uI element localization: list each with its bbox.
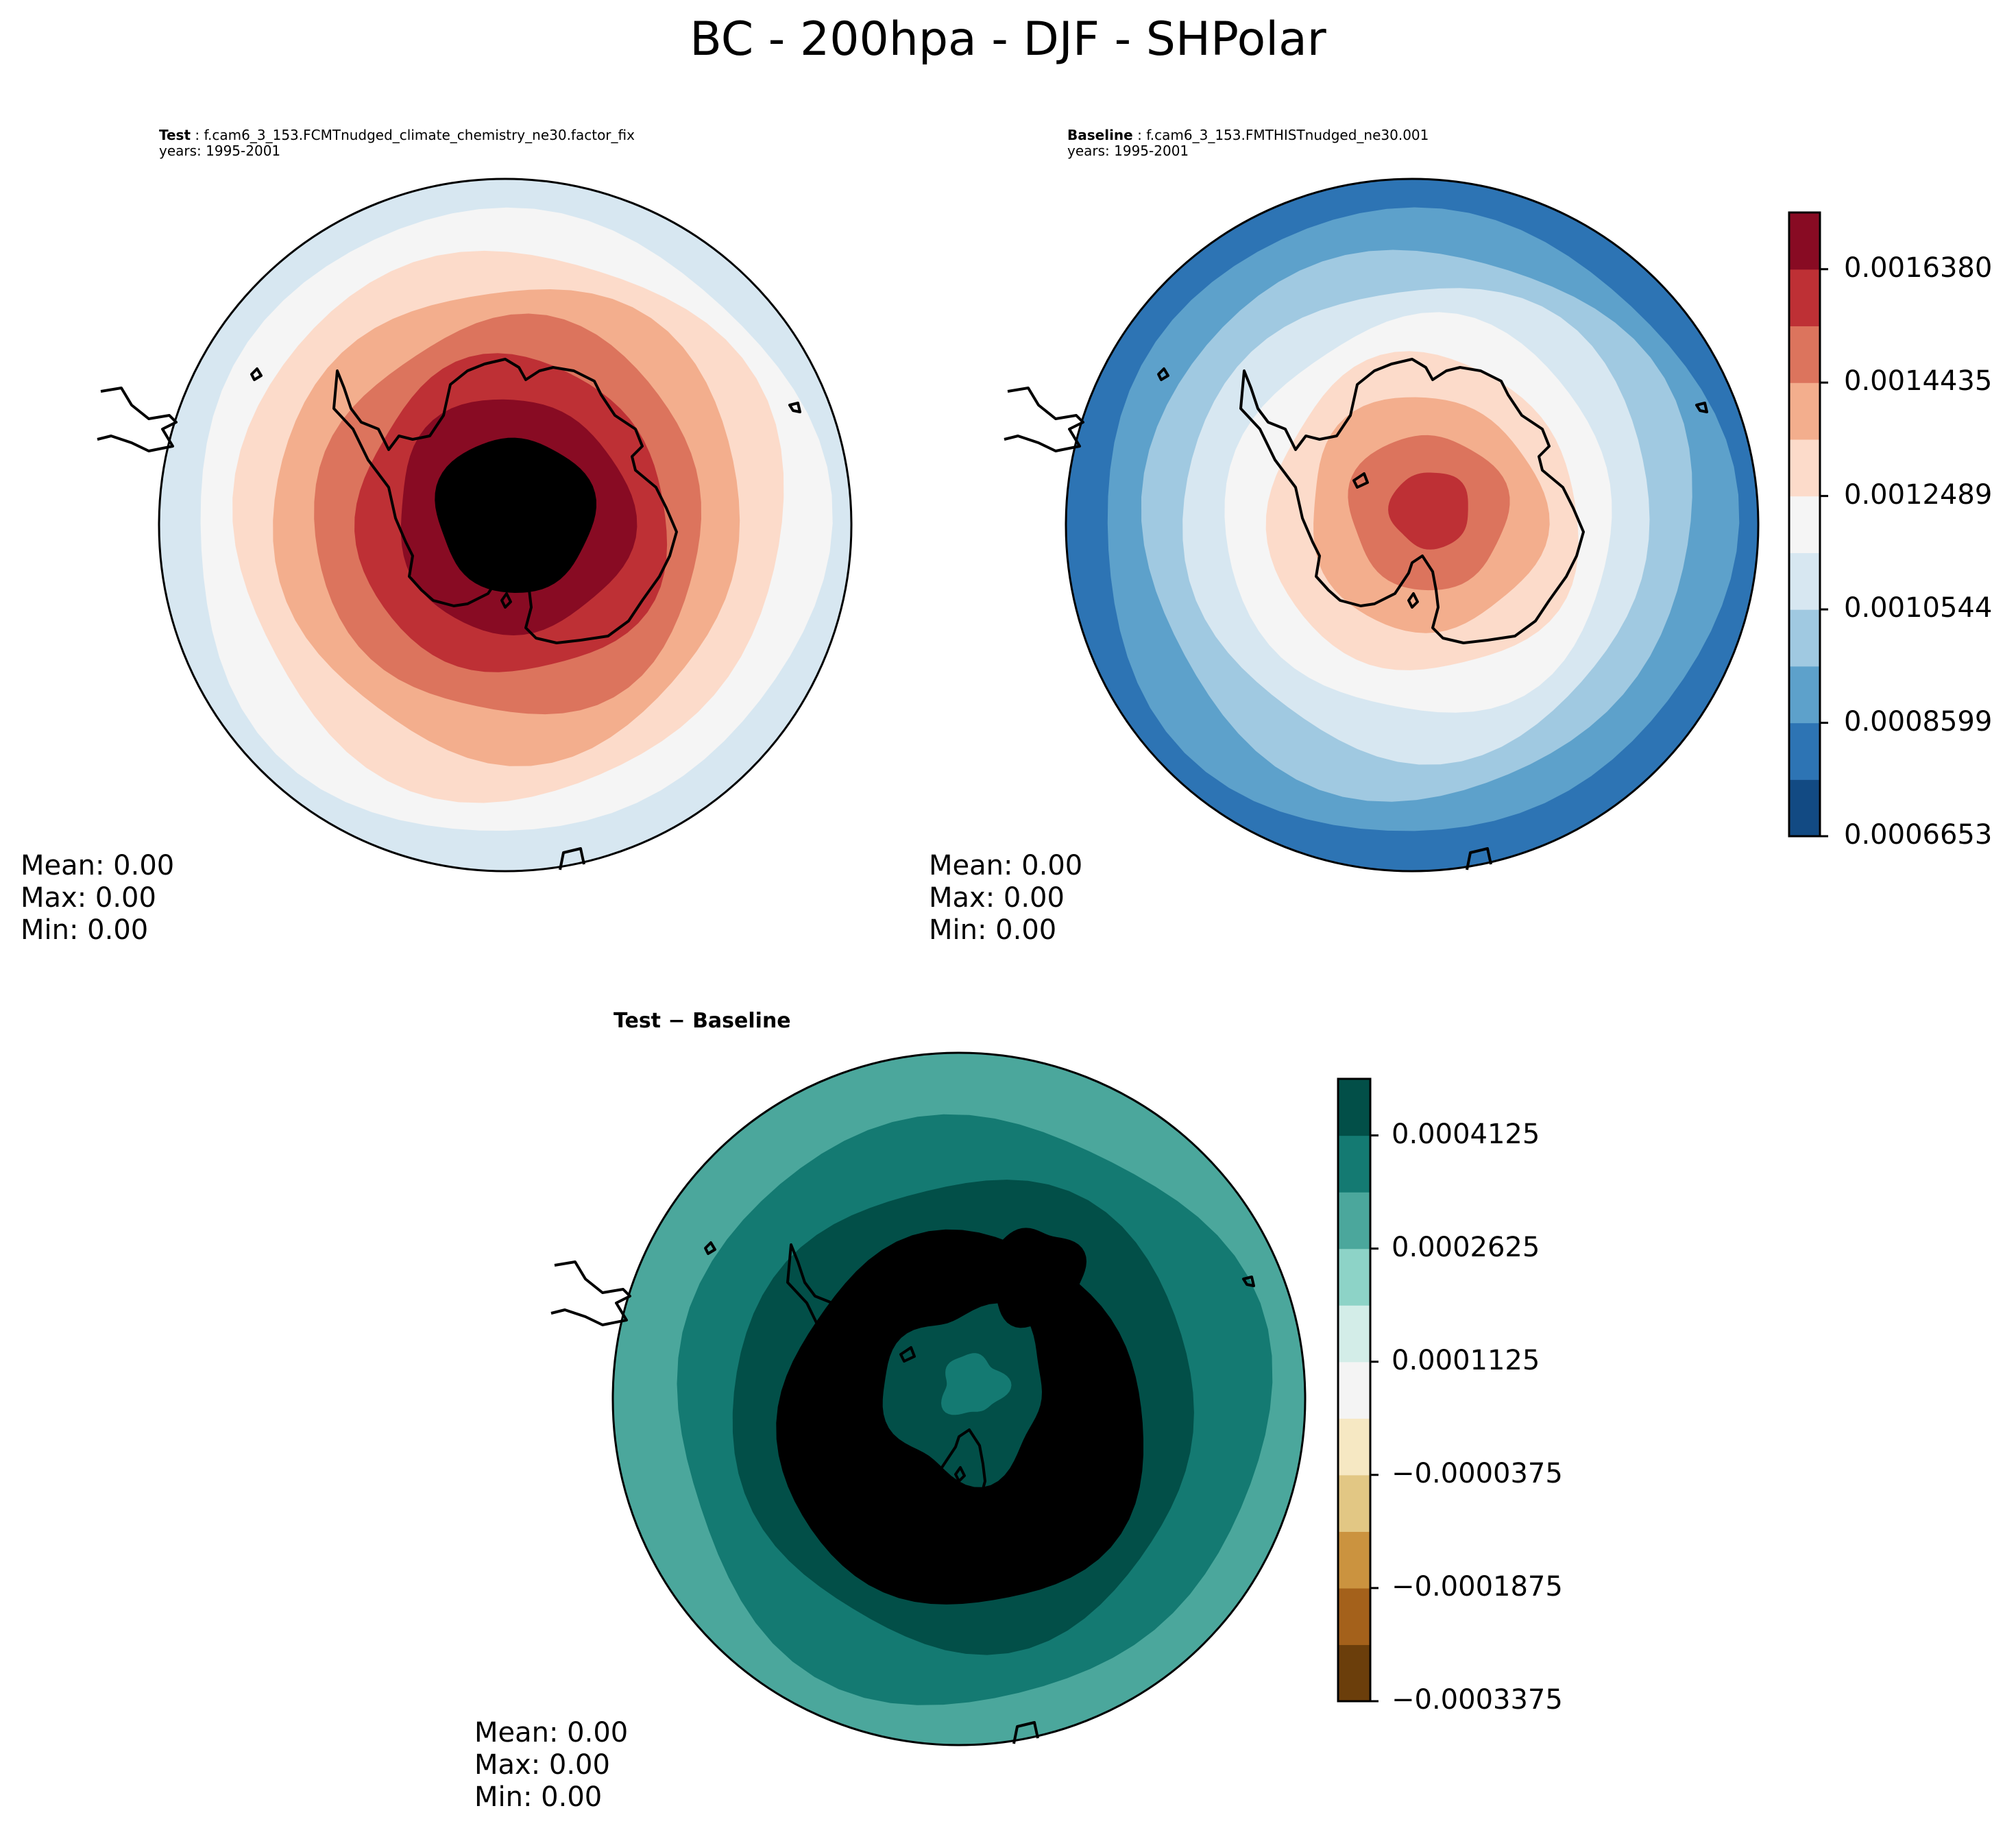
contour-band	[1388, 472, 1468, 550]
colorbar-swatch	[1789, 496, 1820, 553]
baseline-contour-fills	[1066, 179, 1758, 871]
test-label: Test	[159, 127, 191, 143]
colorbar-swatch	[1338, 1305, 1370, 1363]
difference-title-minus: −	[661, 1009, 693, 1033]
colorbar-swatch	[1338, 1192, 1370, 1250]
baseline-years: years: 1995-2001	[1067, 143, 1189, 159]
antarctica-coastline	[97, 358, 801, 870]
baseline-case-name: f.cam6_3_153.FMTHISTnudged_ne30.001	[1146, 127, 1429, 143]
colorbar-swatch	[1789, 212, 1820, 270]
colorbar-frame	[1337, 1077, 1372, 1703]
test-case-name: f.cam6_3_153.FCMTnudged_climate_chemistr…	[204, 127, 635, 143]
test-min: Min: 0.00	[21, 914, 149, 946]
colorbar-main-tick-label: 0.0008599	[1844, 705, 1993, 738]
colorbar-main-tick-label: 0.0014435	[1844, 365, 1993, 398]
contour-band	[986, 1228, 1086, 1328]
colorbar-diff-tick-label: −0.0001875	[1392, 1570, 1563, 1602]
colorbar-swatch	[1338, 1418, 1370, 1476]
colorbar-swatch	[1789, 269, 1820, 327]
difference-title: Test − Baseline	[614, 1009, 791, 1033]
colorbar-frame	[1788, 211, 1821, 838]
baseline-map	[1004, 178, 1760, 873]
colorbar-main-tick-label: 0.0016380	[1844, 252, 1993, 284]
baseline-mean: Mean: 0.00	[929, 850, 1083, 881]
colorbar-swatch	[1789, 779, 1820, 837]
baseline-stats: Mean: 0.00 Max: 0.00 Min: 0.00	[929, 850, 1082, 947]
colorbar-main-tick-label: 0.0010544	[1844, 592, 1993, 624]
colorbar-diff-tick-label: 0.0004125	[1392, 1118, 1540, 1150]
test-header: Test : f.cam6_3_153.FCMTnudged_climate_c…	[159, 127, 635, 159]
test-years: years: 1995-2001	[159, 143, 281, 159]
test-contour-fills	[159, 179, 851, 871]
difference-min: Min: 0.00	[474, 1781, 603, 1813]
colorbar-swatch	[1338, 1474, 1370, 1532]
colorbar-swatch	[1338, 1079, 1370, 1136]
colorbar-swatch	[1338, 1531, 1370, 1589]
colorbar-swatch	[1789, 552, 1820, 610]
colorbar-main-tick-label: 0.0006653	[1844, 819, 1993, 851]
difference-max: Max: 0.00	[474, 1749, 610, 1781]
colorbar-diff-tick-label: 0.0001125	[1392, 1344, 1540, 1376]
colorbar-swatch	[1789, 666, 1820, 724]
colorbar-swatch	[1789, 722, 1820, 780]
baseline-header: Baseline : f.cam6_3_153.FMTHISTnudged_ne…	[1067, 127, 1429, 159]
colorbar-main	[1788, 211, 1828, 838]
baseline-max: Max: 0.00	[929, 882, 1065, 914]
contour-band	[474, 475, 555, 553]
difference-contour-fills	[613, 1053, 1305, 1745]
colorbar-swatch	[1789, 326, 1820, 383]
difference-title-baseline: Baseline	[692, 1009, 791, 1033]
colorbar-swatch	[1338, 1135, 1370, 1193]
baseline-label: Baseline	[1067, 127, 1133, 143]
colorbar-diff-tick-label: −0.0003375	[1392, 1684, 1563, 1716]
difference-map	[550, 1051, 1307, 1746]
test-mean: Mean: 0.00	[21, 850, 175, 881]
colorbar-swatch	[1338, 1248, 1370, 1306]
colorbar-swatch	[1789, 609, 1820, 667]
colorbar-main-tick-label: 0.0012489	[1844, 478, 1993, 511]
colorbar-swatch	[1338, 1587, 1370, 1646]
antarctica-coastline	[550, 1232, 1255, 1744]
colorbar-diff	[1337, 1077, 1379, 1703]
colorbar-swatch	[1789, 382, 1820, 440]
colorbar-swatch	[1789, 439, 1820, 497]
difference-title-test: Test	[614, 1009, 661, 1033]
test-map	[97, 178, 853, 873]
colorbar-swatch	[1338, 1361, 1370, 1419]
baseline-min: Min: 0.00	[929, 914, 1057, 946]
contour-band	[941, 1353, 1012, 1415]
colorbar-diff-tick-label: 0.0002625	[1392, 1231, 1540, 1263]
test-stats: Mean: 0.00 Max: 0.00 Min: 0.00	[21, 850, 174, 947]
colorbar-swatch	[1338, 1644, 1370, 1702]
antarctica-coastline	[1004, 358, 1708, 870]
colorbar-diff-tick-label: −0.0000375	[1392, 1457, 1563, 1489]
difference-mean: Mean: 0.00	[474, 1717, 629, 1748]
difference-stats: Mean: 0.00 Max: 0.00 Min: 0.00	[474, 1717, 628, 1814]
figure-title: BC - 200hpa - DJF - SHPolar	[690, 12, 1326, 66]
test-max: Max: 0.00	[21, 882, 156, 914]
